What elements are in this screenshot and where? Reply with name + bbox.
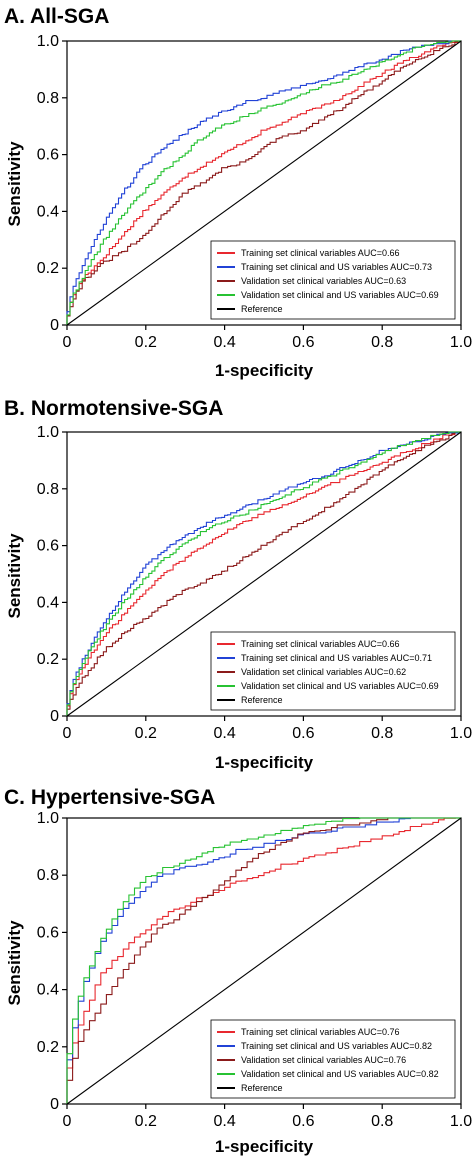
y-tick-label: 0.6 [37,924,59,941]
x-tick-label: 0.4 [213,334,235,351]
legend: Training set clinical variables AUC=0.76… [210,1019,456,1099]
x-tick-label: 0 [63,725,72,742]
x-tick-label: 0.8 [371,334,393,351]
legend-label: Validation set clinical and US variables… [241,681,439,691]
y-tick-label: 0 [50,317,59,334]
series-line-training-clinical [66,40,461,325]
y-tick-label: 0.8 [37,481,59,498]
legend-label: Reference [241,695,283,705]
series-line-validation-clinical [66,40,461,325]
x-tick-label: 0.2 [135,1113,157,1130]
plot-area: 0 0.2 0.4 0.6 0.8 1.0 0 0.2 0.4 0.6 0.8 1.0 Training… [37,424,472,742]
y-axis-label: Sensitivity [5,141,24,227]
series-line-reference [66,40,462,326]
series-line-training-clinical-us [66,431,461,716]
y-tick-label: 0.6 [37,538,59,555]
legend-label: Validation set clinical variables AUC=0.… [241,276,406,286]
legend-label: Reference [241,304,283,314]
x-tick-label: 0.4 [213,1113,235,1130]
x-tick-label: 0.8 [371,1113,393,1130]
x-tick-label: 1.0 [450,725,472,742]
x-tick-label: 0.2 [135,334,157,351]
series-line-validation-clinical [66,817,461,1104]
x-tick-label: 0.6 [292,1113,314,1130]
x-axis-label: 1-specificity [215,361,314,380]
y-tick-label: 0.8 [37,90,59,107]
y-tick-label: 0.4 [37,594,59,611]
x-tick-label: 0.4 [213,725,235,742]
x-tick-label: 0 [63,334,72,351]
legend-label: Validation set clinical and US variables… [241,1069,439,1079]
legend-label: Reference [241,1083,283,1093]
x-axis-label: 1-specificity [215,753,314,772]
x-tick-label: 0.8 [371,725,393,742]
legend: Training set clinical variables AUC=0.66… [210,631,456,711]
plot-frame [66,817,462,1105]
legend: Training set clinical variables AUC=0.66… [210,240,456,320]
series-line-training-clinical [66,431,461,716]
series-line-training-clinical-us [66,40,461,325]
chart-panel-normotensive-sga: B. Normotensive-SGA Sensitivity 1-specif… [0,392,474,778]
series-line-validation-clinical [66,431,461,716]
y-tick-label: 0.4 [37,203,59,220]
y-tick-label: 0.2 [37,1039,59,1056]
legend-label: Validation set clinical variables AUC=0.… [241,1055,406,1065]
plot-frame [66,431,462,717]
plot-area: 0 0.2 0.4 0.6 0.8 1.0 0 0.2 0.4 0.6 0.8 1.0 Training… [37,33,472,351]
y-tick-label: 0.2 [37,260,59,277]
chart-svg: B. Normotensive-SGA Sensitivity 1-specif… [4,397,472,772]
y-axis-label: Sensitivity [5,533,24,619]
y-axis-label: Sensitivity [5,920,24,1006]
y-tick-label: 1.0 [37,33,59,50]
legend-label: Training set clinical and US variables A… [241,1041,432,1051]
chart-svg: A. All-SGA Sensitivity 1-specificity 0 0.… [4,5,472,380]
legend-box [210,631,456,711]
y-tick-label: 0.4 [37,982,59,999]
legend-label: Training set clinical and US variables A… [241,653,432,663]
x-tick-label: 1.0 [450,334,472,351]
legend-label: Training set clinical variables AUC=0.66 [241,639,400,649]
series-line-validation-clinical-us [66,817,461,1104]
chart-title: B. Normotensive-SGA [4,397,223,420]
legend-label: Validation set clinical and US variables… [241,290,439,300]
series-line-validation-clinical-us [66,431,461,716]
x-tick-label: 0.6 [292,725,314,742]
legend-box [210,1019,456,1099]
y-tick-label: 0 [50,1096,59,1113]
y-tick-label: 0 [50,708,59,725]
x-tick-label: 0 [63,1113,72,1130]
series-line-reference [66,817,462,1105]
chart-panel-all-sga: A. All-SGA Sensitivity 1-specificity 0 0.… [0,0,474,386]
x-tick-label: 1.0 [450,1113,472,1130]
series-line-training-clinical [66,817,461,1104]
x-tick-label: 0.2 [135,725,157,742]
chart-title: A. All-SGA [4,5,109,28]
series-line-training-clinical-us [66,817,461,1104]
series-line-validation-clinical-us [66,40,461,325]
series-line-reference [66,431,462,717]
legend-label: Training set clinical variables AUC=0.76 [241,1027,400,1037]
y-tick-label: 0.2 [37,651,59,668]
legend-label: Training set clinical and US variables A… [241,262,432,272]
x-axis-label: 1-specificity [215,1137,314,1156]
y-tick-label: 1.0 [37,424,59,441]
plot-area: 0 0.2 0.4 0.6 0.8 1.0 0 0.2 0.4 0.6 0.8 1.0 Training… [37,810,472,1130]
y-tick-label: 0.8 [37,867,59,884]
y-tick-label: 0.6 [37,147,59,164]
legend-label: Training set clinical variables AUC=0.66 [241,248,400,258]
legend-box [210,240,456,320]
chart-panel-hypertensive-sga: C. Hypertensive-SGA Sensitivity 1-specif… [0,774,474,1160]
y-tick-label: 1.0 [37,810,59,827]
legend-label: Validation set clinical variables AUC=0.… [241,667,406,677]
chart-svg: C. Hypertensive-SGA Sensitivity 1-specif… [4,786,472,1156]
plot-frame [66,40,462,326]
x-tick-label: 0.6 [292,334,314,351]
chart-title: C. Hypertensive-SGA [4,786,215,809]
